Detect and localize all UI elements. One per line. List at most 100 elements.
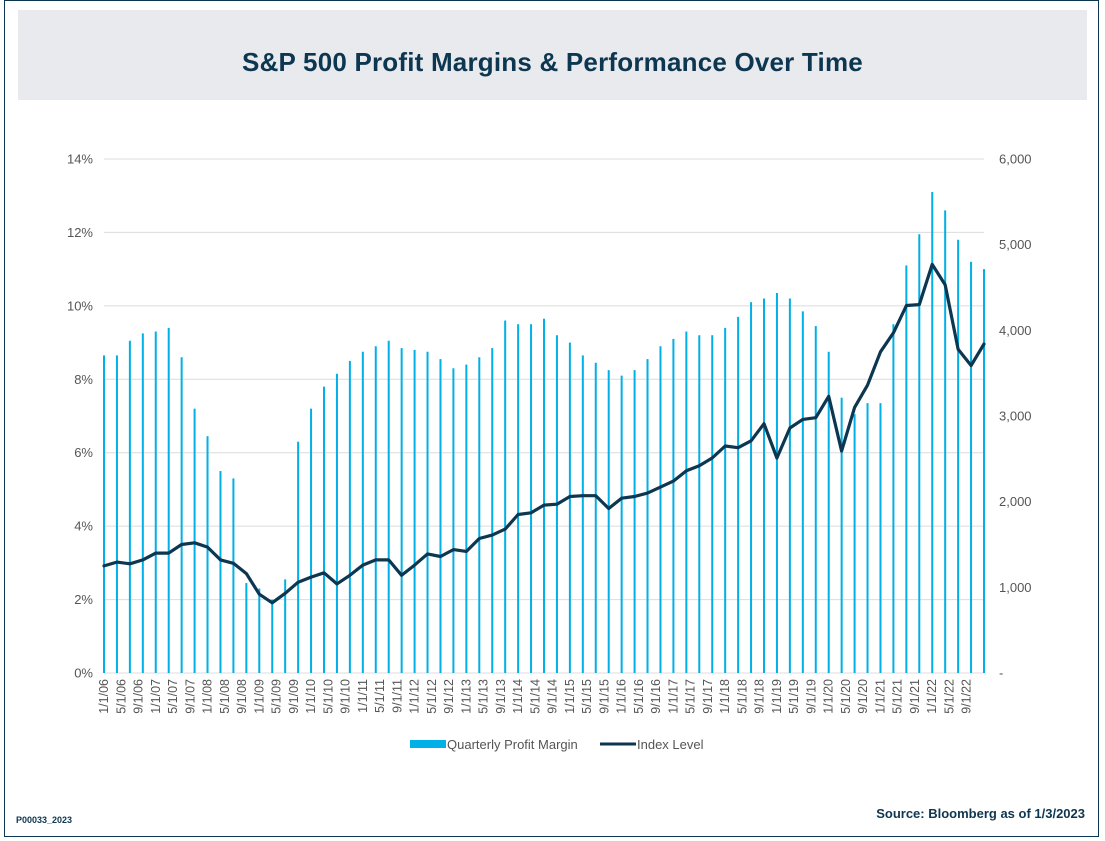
y-right-tick-label: 2,000 (999, 494, 1032, 509)
x-tick-label: 1/1/12 (408, 679, 422, 714)
legend-swatch-profit-margin (410, 740, 446, 748)
y-right-tick-label: - (999, 666, 1003, 681)
y-right-tick-label: 6,000 (999, 152, 1032, 167)
y-right-tick-label: 5,000 (999, 237, 1032, 252)
profit-margin-bar (698, 335, 701, 673)
profit-margin-bar (258, 588, 261, 673)
x-tick-label: 1/1/19 (770, 679, 784, 714)
x-tick-label: 5/1/09 (270, 679, 284, 714)
x-tick-label: 9/1/22 (960, 679, 974, 714)
x-tick-label: 9/1/08 (235, 679, 249, 714)
legend-label-index-level: Index Level (637, 737, 704, 752)
x-tick-label: 1/1/20 (822, 679, 836, 714)
x-tick-label: 1/1/21 (874, 679, 888, 714)
profit-margin-bar (426, 351, 429, 673)
profit-margin-bar (504, 320, 507, 673)
y-left-tick-label: 10% (67, 298, 93, 313)
x-tick-label: 5/1/08 (218, 679, 232, 714)
x-tick-label: 5/1/11 (373, 679, 387, 713)
profit-margin-bar (361, 351, 364, 673)
title-band: S&P 500 Profit Margins & Performance Ove… (18, 10, 1087, 100)
profit-margin-bar (374, 346, 377, 673)
index-level-line (102, 262, 986, 605)
x-tick-label: 5/1/13 (477, 679, 491, 714)
x-tick-label: 9/1/14 (546, 679, 560, 714)
profit-margin-bar (206, 436, 209, 673)
y-left-tick-label: 6% (74, 445, 93, 460)
x-tick-label: 9/1/09 (287, 679, 301, 714)
profit-margin-bar (271, 599, 274, 673)
x-tick-label: 1/1/11 (356, 679, 370, 713)
profit-margin-bar (659, 346, 662, 673)
x-tick-label: 9/1/10 (339, 679, 353, 714)
x-tick-label: 9/1/07 (183, 679, 197, 714)
x-tick-label: 1/1/10 (304, 679, 318, 714)
profit-margin-bar (297, 441, 300, 673)
profit-margin-bar (646, 359, 649, 673)
profit-margin-bar (439, 359, 442, 673)
profit-margin-bar (128, 340, 131, 673)
profit-margin-bar (892, 324, 895, 673)
profit-margin-bar (400, 348, 403, 673)
x-tick-label: 5/1/07 (166, 679, 180, 714)
x-tick-label: 9/1/15 (597, 679, 611, 714)
x-tick-label: 1/1/15 (563, 679, 577, 714)
y-left-tick-label: 12% (67, 225, 93, 240)
profit-margin-bar (543, 318, 545, 673)
profit-margin-bar (905, 265, 908, 673)
x-tick-label: 1/1/17 (666, 679, 680, 714)
profit-margin-bar (970, 261, 973, 673)
x-tick-label: 1/1/06 (97, 679, 111, 714)
x-tick-label: 1/1/13 (459, 679, 473, 714)
profit-margin-bar (103, 355, 105, 673)
x-tick-label: 5/1/16 (632, 679, 646, 714)
profit-margin-bar (491, 348, 494, 673)
y-left-tick-label: 0% (74, 666, 93, 681)
y-right-tick-label: 4,000 (999, 323, 1032, 338)
x-tick-label: 9/1/21 (908, 679, 922, 714)
x-tick-label: 9/1/12 (442, 679, 456, 714)
x-tick-label: 9/1/18 (753, 679, 767, 714)
x-tick-label: 1/1/16 (615, 679, 629, 714)
profit-margin-bar (465, 364, 468, 673)
profit-margin-bar (840, 397, 843, 673)
source-note: Source: Bloomberg as of 1/3/2023 (876, 806, 1085, 821)
profit-margin-bar (763, 298, 765, 673)
x-tick-label: 1/1/08 (201, 679, 215, 714)
profit-margin-bar (931, 192, 934, 674)
profit-margin-bar (853, 414, 856, 673)
profit-margin-bar (452, 368, 455, 673)
profit-margin-bar (245, 583, 248, 673)
x-tick-label: 5/1/20 (839, 679, 853, 714)
profit-margin-bar (633, 370, 636, 673)
profit-margin-bar (983, 269, 985, 673)
x-tick-label: 5/1/19 (787, 679, 801, 714)
x-tick-label: 1/1/07 (149, 679, 163, 714)
x-tick-label: 9/1/13 (494, 679, 508, 714)
x-tick-label: 9/1/11 (390, 679, 404, 713)
profit-margin-bar (141, 333, 144, 673)
profit-margin-bar (478, 357, 481, 673)
profit-margin-bar (944, 210, 947, 673)
profit-margin-bar (788, 298, 791, 673)
y-left-tick-label: 2% (74, 592, 93, 607)
profit-margin-bar (750, 302, 753, 673)
profit-margin-bar (193, 408, 196, 673)
chart-frame (4, 0, 1099, 837)
profit-margin-bar (154, 331, 157, 673)
x-tick-label: 5/1/06 (114, 679, 128, 714)
profit-margin-bar (957, 239, 960, 673)
x-tick-label: 5/1/14 (528, 679, 542, 714)
page-title: S&P 500 Profit Margins & Performance Ove… (242, 47, 863, 77)
y-left-tick-label: 4% (74, 519, 93, 534)
x-tick-label: 5/1/15 (580, 679, 594, 714)
profit-margin-bar (607, 370, 610, 673)
profit-margin-bar (737, 316, 740, 673)
profit-margin-bar (711, 335, 714, 673)
profit-margin-bar (594, 362, 597, 673)
profit-margin-bar (568, 342, 571, 673)
document-code: P00033_2023 (16, 815, 73, 825)
x-tick-label: 5/1/17 (684, 679, 698, 714)
x-tick-label: 1/1/22 (925, 679, 939, 714)
